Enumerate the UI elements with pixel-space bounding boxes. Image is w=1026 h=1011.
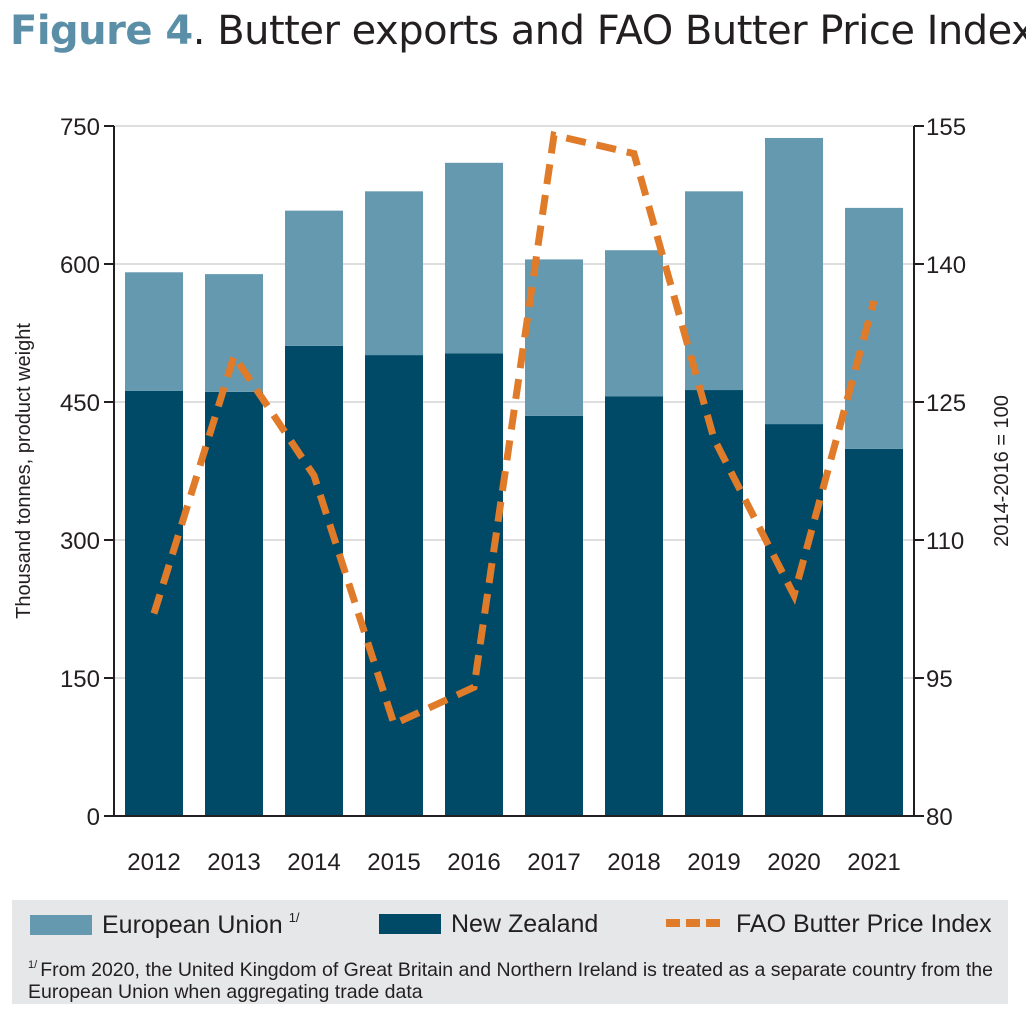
- y-tick-label-right: 95: [926, 666, 953, 693]
- x-tick-label: 2020: [767, 849, 820, 876]
- legend-footnote-mark: 1/: [288, 910, 300, 925]
- bar-european-union: [525, 259, 583, 416]
- y-tick-label-left: 750: [60, 114, 100, 141]
- footnote-mark: 1/: [28, 959, 38, 971]
- bar-european-union: [365, 191, 423, 356]
- x-tick-label: 2019: [687, 849, 740, 876]
- x-tick-label: 2017: [527, 849, 580, 876]
- bar-new-zealand: [685, 390, 743, 816]
- bar-new-zealand: [765, 424, 823, 816]
- bar-new-zealand: [205, 391, 263, 816]
- bar-european-union: [765, 137, 823, 425]
- y-tick-label-left: 150: [60, 666, 100, 693]
- legend-item-fao: FAO Butter Price Index: [666, 910, 992, 939]
- y-tick-label-left: 600: [60, 252, 100, 279]
- chart-title: Figure 4. Butter exports and FAO Butter …: [10, 8, 1026, 54]
- bar-european-union: [285, 210, 343, 346]
- y-tick-label-right: 140: [926, 252, 966, 279]
- bar-new-zealand: [285, 345, 343, 816]
- bar-new-zealand: [525, 415, 583, 816]
- footnote: 1/From 2020, the United Kingdom of Great…: [28, 954, 1003, 1003]
- bar-european-union: [605, 250, 663, 397]
- y-tick-label-right: 125: [926, 390, 966, 417]
- legend-label-nz: New Zealand: [451, 910, 599, 938]
- bar-european-union: [125, 272, 183, 391]
- x-tick-label: 2021: [847, 849, 900, 876]
- chart-canvas: 0 150 300 450 600 750 80 95 110 125 140 155 2012 2013…: [13, 114, 1013, 876]
- bar-new-zealand: [845, 448, 903, 816]
- figure-number: Figure 4: [10, 8, 193, 54]
- label-layer: 0 150 300 450 600 750 80 95 110 125 140 155 2012 2013…: [13, 114, 1013, 876]
- series-line-fao-price-index: [150, 130, 878, 729]
- bar-european-union: [205, 274, 263, 392]
- y-tick-label-left: 300: [60, 528, 100, 555]
- x-tick-label: 2015: [367, 849, 420, 876]
- legend-item-nz: New Zealand: [379, 910, 598, 939]
- x-tick-label: 2018: [607, 849, 660, 876]
- footnote-text: From 2020, the United Kingdom of Great B…: [28, 959, 993, 1003]
- bar-new-zealand: [605, 396, 663, 816]
- axes-layer: [104, 125, 924, 817]
- y-tick-label-left: 450: [60, 390, 100, 417]
- bar-new-zealand: [445, 353, 503, 816]
- x-tick-label: 2012: [127, 849, 180, 876]
- y-tick-label-right: 155: [926, 114, 966, 141]
- y-axis-title-right: 2014-2016 = 100: [991, 395, 1013, 547]
- legend-item-eu: European Union 1/: [30, 910, 300, 940]
- legend-swatch-nz: [379, 914, 441, 934]
- bar-new-zealand: [365, 355, 423, 816]
- legend-swatch-eu: [30, 915, 92, 935]
- bar-layer: [125, 137, 903, 816]
- legend-swatch-fao: [666, 919, 726, 927]
- legend-label-fao: FAO Butter Price Index: [736, 910, 992, 938]
- figure-caption: . Butter exports and FAO Butter Price In…: [192, 8, 1026, 54]
- price-index-layer: [150, 130, 878, 729]
- bar-european-union: [845, 207, 903, 449]
- y-tick-label-right: 80: [926, 804, 953, 831]
- x-tick-label: 2014: [287, 849, 340, 876]
- y-tick-label-left: 0: [87, 804, 100, 831]
- y-axis-title-left: Thousand tonnes, product weight: [13, 323, 35, 619]
- y-tick-label-right: 110: [926, 528, 964, 555]
- legend-box: European Union 1/ New Zealand FAO Butter …: [12, 900, 1008, 1004]
- bar-european-union: [445, 162, 503, 354]
- x-tick-label: 2013: [207, 849, 260, 876]
- legend-label-eu: European Union: [102, 911, 283, 939]
- x-tick-label: 2016: [447, 849, 500, 876]
